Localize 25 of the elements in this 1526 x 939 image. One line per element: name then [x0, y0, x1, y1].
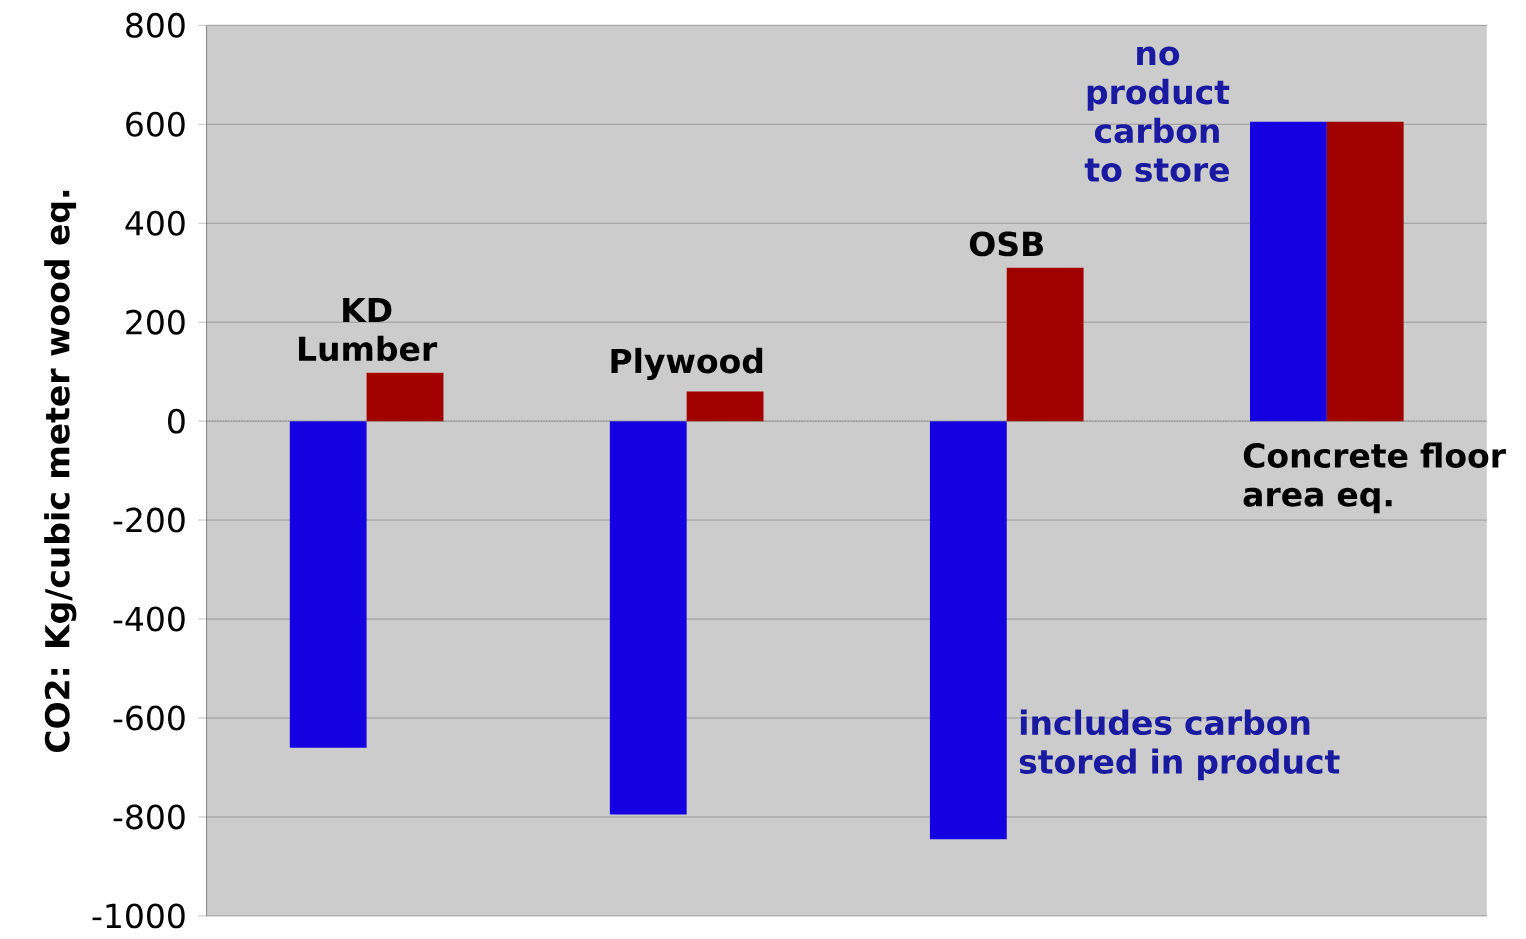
y-tick-label: -1000	[92, 903, 185, 929]
y-tick-label: 600	[126, 111, 185, 137]
x-tick-label: Concrete floor area eq.	[1243, 442, 1506, 513]
y-axis-title: CO2: Kg/cubic meter wood eq.	[44, 190, 77, 752]
bar	[929, 420, 1007, 840]
x-tick-label: KD Lumber	[299, 297, 438, 362]
bar	[686, 391, 764, 421]
y-tick-label: -600	[113, 705, 185, 731]
y-tick-label: 200	[126, 309, 185, 335]
bar	[1250, 121, 1327, 421]
annotation: includes carbon stored in product	[1019, 709, 1340, 781]
bar	[289, 420, 367, 748]
y-tick-label: -400	[113, 606, 185, 632]
bar	[1006, 267, 1084, 421]
y-tick-label: 400	[125, 210, 185, 236]
bar	[1326, 121, 1404, 421]
x-tick-label: Plywood	[611, 347, 763, 380]
y-tick-label: -200	[113, 507, 185, 533]
x-tick-label: OSB	[969, 231, 1043, 257]
y-tick-label: -800	[113, 804, 185, 830]
annotation: no product carbon to store	[1084, 46, 1230, 182]
y-tick-label: 0	[168, 408, 185, 434]
bar	[366, 372, 444, 421]
bar	[609, 420, 687, 815]
y-tick-label: 800	[126, 12, 185, 38]
